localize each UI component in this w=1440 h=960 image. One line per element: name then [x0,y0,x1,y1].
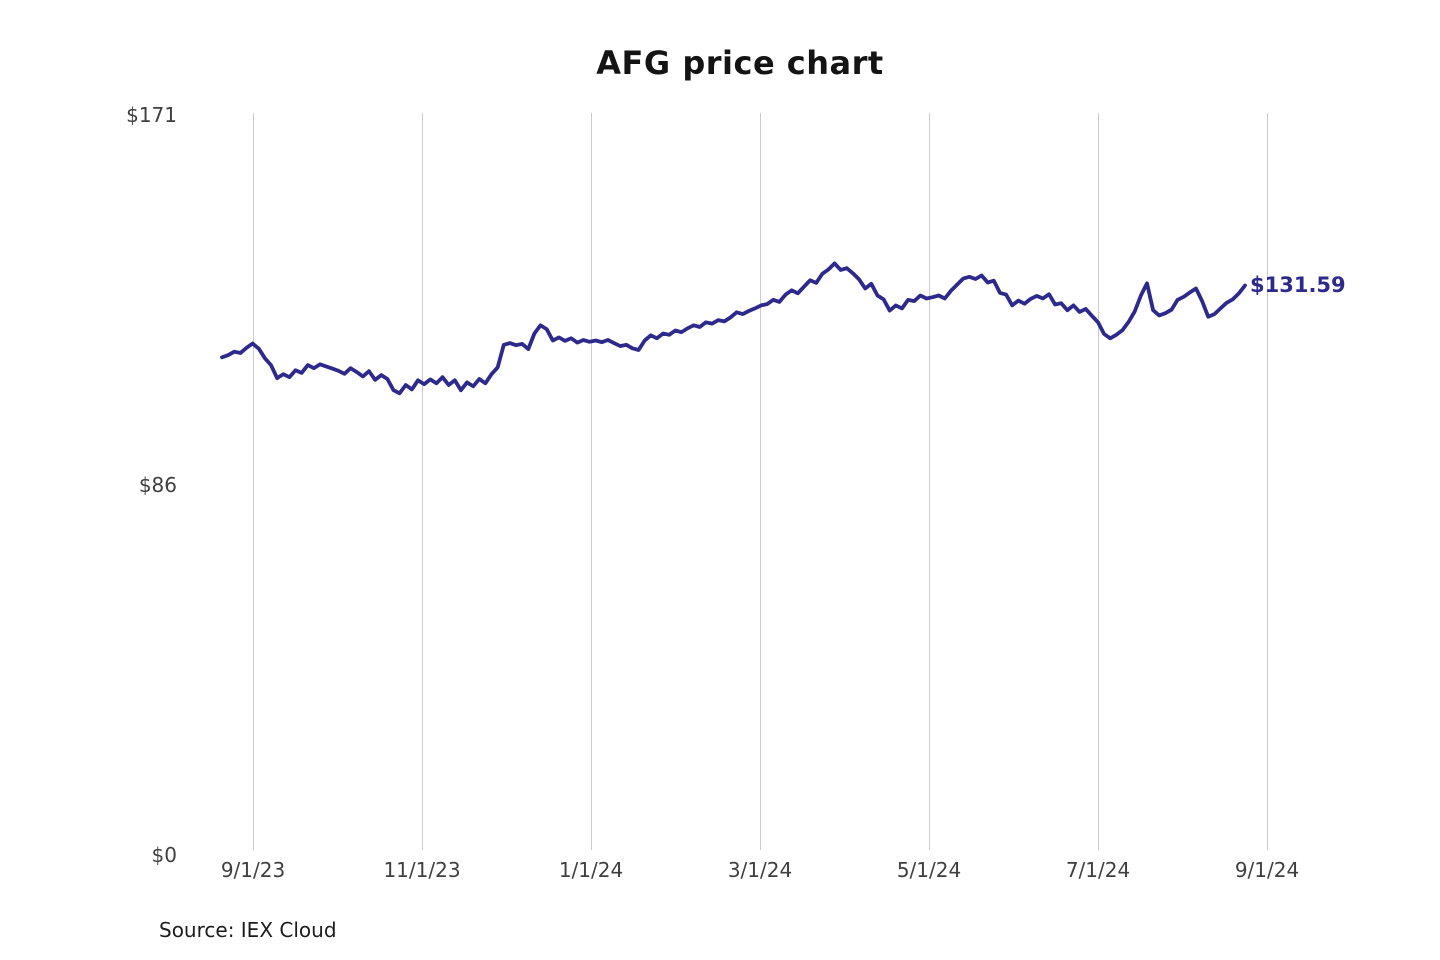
chart-title: AFG price chart [596,44,884,82]
x-axis-label: 1/1/24 [558,858,624,882]
x-axis-label: 9/1/23 [220,858,286,882]
x-axis-label: 5/1/24 [896,858,962,882]
last-price-label: $131.59 [1250,272,1346,297]
gridline [591,113,592,850]
gridline [422,113,423,850]
gridline [1267,113,1268,850]
x-axis-label: 9/1/24 [1234,858,1300,882]
gridline [929,113,930,850]
y-axis-label-0: $0 [151,843,177,867]
x-axis-label: 3/1/24 [727,858,793,882]
gridline [760,113,761,850]
gridline [1098,113,1099,850]
price-line [220,261,1247,396]
x-axis-label: 11/1/23 [383,858,461,882]
gridline [253,113,254,850]
y-axis-label-171: $171 [126,103,177,127]
x-axis-label: 7/1/24 [1065,858,1131,882]
source-caption: Source: IEX Cloud [159,918,337,942]
y-axis-label-86: $86 [138,473,177,497]
